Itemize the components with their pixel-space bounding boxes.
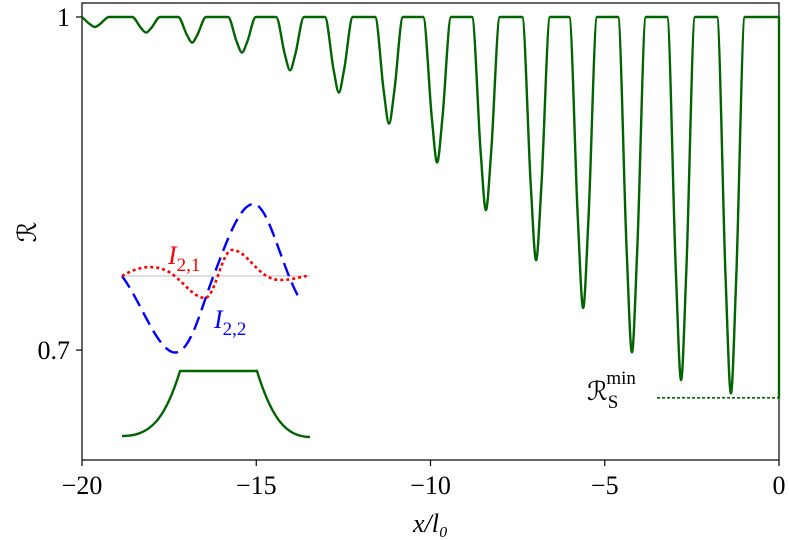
x-tick-label: −10 [410,471,451,500]
x-axis-label: x/l₀ [412,509,448,538]
reference-label-sup: min [606,368,636,389]
y-tick-label: 0.7 [38,336,71,365]
reference-label-sub: S [608,392,619,413]
x-tick-label: −20 [62,471,103,500]
y-axis-label: ℛ [13,222,42,243]
inset-label-sub: 2,2 [223,319,247,340]
inset-label-main: I [167,241,178,270]
inset-i21 [121,248,311,300]
inset [121,202,311,439]
inset-label-sub: 2,1 [177,255,201,276]
data-line [81,15,781,398]
inset-label-main: I [213,305,224,334]
x-tick-label: 0 [773,471,786,500]
inset-label: I2,1 [167,241,200,276]
x-tick-label: −5 [591,471,619,500]
x-tick-label: −15 [236,471,277,500]
inset-label: I2,2 [213,305,246,340]
reference-label: ℛSmin [587,368,636,413]
inset-profile [121,369,311,439]
inset-i22 [121,202,300,354]
reference-label-main: ℛ [587,377,608,406]
y-tick-label: 1 [57,3,70,32]
